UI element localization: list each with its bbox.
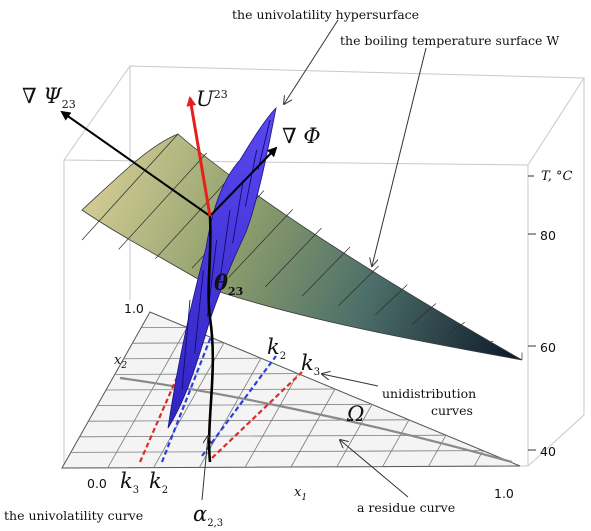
univolatility-hypersurface-label: the univolatility hypersurface bbox=[232, 7, 419, 22]
k3-top-label: k3 bbox=[301, 351, 320, 378]
grad-phi-label: ∇ Φ bbox=[282, 124, 321, 148]
unidistribution-leader bbox=[322, 374, 378, 386]
k2-top-label: k2 bbox=[267, 335, 286, 362]
boiling-surface-leader bbox=[372, 48, 426, 266]
curves-label: curves bbox=[431, 403, 473, 418]
x2-max-tick: 1.0 bbox=[124, 301, 144, 316]
unidistribution-label: unidistribution bbox=[382, 386, 476, 401]
alpha-label: α2,3 bbox=[193, 502, 223, 529]
boiling-surface-label: the boiling temperature surface W bbox=[340, 33, 559, 48]
k2-bottom-label: k2 bbox=[149, 469, 168, 496]
u-label: U23 bbox=[196, 87, 228, 111]
t-tick-40: 40 bbox=[540, 444, 556, 459]
k3-bottom-label: k3 bbox=[120, 469, 139, 496]
x1-max-tick: 1.0 bbox=[494, 486, 514, 501]
origin-tick: 0.0 bbox=[87, 476, 107, 491]
hypersurface-leader bbox=[284, 20, 338, 104]
x1-axis-label: x1 bbox=[294, 485, 307, 503]
t-tick-60: 60 bbox=[540, 340, 556, 355]
residue-curve-label: a residue curve bbox=[357, 500, 455, 515]
omega-label: Ω bbox=[346, 402, 364, 426]
grad-psi-label: ∇ Ψ23 bbox=[22, 84, 76, 111]
t-axis-ticks bbox=[528, 176, 536, 450]
t-tick-80: 80 bbox=[540, 228, 556, 243]
t-axis-label: T, °C bbox=[541, 169, 573, 184]
univolatility-curve-label: the univolatility curve bbox=[4, 508, 143, 523]
